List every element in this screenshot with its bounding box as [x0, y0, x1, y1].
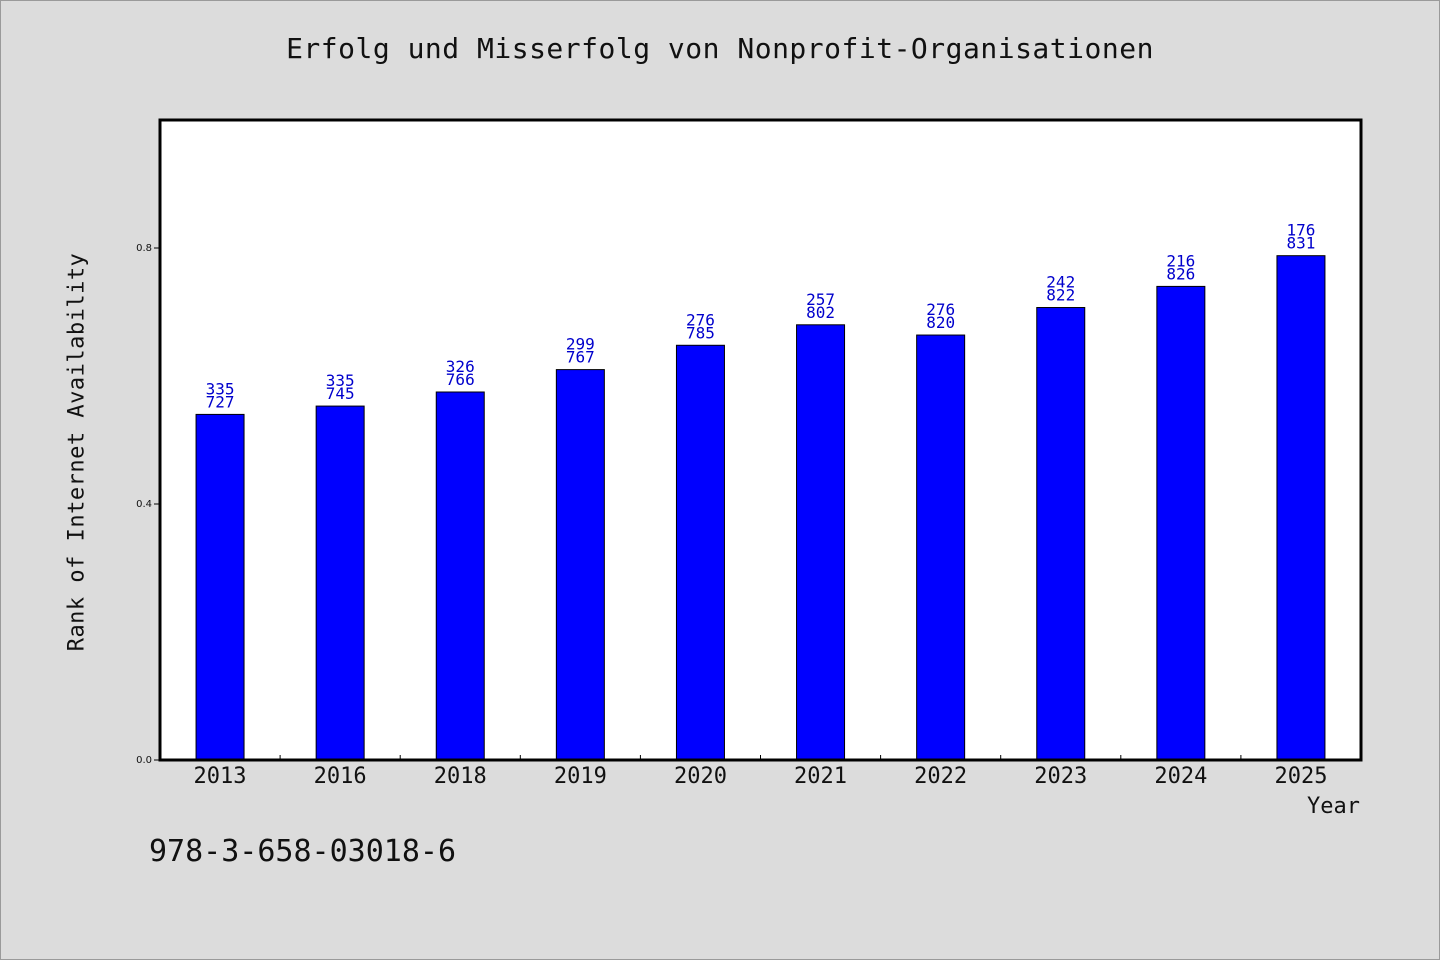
bar-label-bottom: 785: [686, 323, 715, 342]
bar: [555, 369, 605, 761]
bar-label-bottom: 802: [806, 303, 835, 322]
bar-label-top: 216: [1166, 251, 1195, 270]
x-tick-label: 2025: [1274, 764, 1327, 789]
x-tick-label: 2018: [434, 764, 487, 789]
x-tick-label: 2020: [674, 764, 727, 789]
bar-label-bottom: 745: [326, 384, 355, 403]
bar-label-top: 176: [1286, 221, 1315, 240]
bar: [796, 324, 846, 761]
bar-label-top: 276: [686, 310, 715, 329]
x-axis-label: Year: [1307, 794, 1360, 819]
y-tick-label: 0.0: [136, 755, 152, 766]
isbn-text: 978-3-658-03018-6: [149, 834, 457, 869]
x-tick-label: 2013: [194, 764, 247, 789]
x-tick-label: 2024: [1154, 764, 1207, 789]
bar-label-top: 326: [446, 357, 475, 376]
x-tick-label: 2016: [314, 764, 367, 789]
chart-title: Erfolg und Misserfolg von Nonprofit-Orga…: [286, 32, 1154, 65]
bar: [195, 413, 245, 761]
bar-label-bottom: 831: [1286, 234, 1315, 253]
bar: [435, 391, 485, 761]
x-tick-label: 2019: [554, 764, 607, 789]
bar-label-bottom: 727: [206, 392, 235, 411]
bar-label-top: 276: [926, 300, 955, 319]
bar-label-bottom: 767: [566, 348, 595, 367]
bar-label-bottom: 820: [926, 313, 955, 332]
y-tick-label: 0.4: [136, 499, 152, 510]
bar-label-bottom: 822: [1046, 286, 1075, 305]
bar: [1156, 285, 1206, 761]
bar: [916, 334, 966, 761]
bar-label-top: 257: [806, 290, 835, 309]
bar-label-top: 335: [206, 379, 235, 398]
bar-label-top: 242: [1046, 273, 1075, 292]
bar: [1036, 307, 1086, 761]
bar-label-top: 335: [326, 371, 355, 390]
y-tick-label: 0.8: [136, 243, 152, 254]
bar-label-top: 299: [566, 335, 595, 354]
x-tick-label: 2023: [1034, 764, 1087, 789]
x-tick-label: 2022: [914, 764, 967, 789]
bar-label-bottom: 766: [446, 370, 475, 389]
bar: [315, 405, 365, 761]
plot-border: [158, 118, 1363, 762]
bar: [1276, 255, 1326, 761]
bar: [675, 344, 725, 761]
x-tick-label: 2021: [794, 764, 847, 789]
bar-label-bottom: 826: [1166, 264, 1195, 283]
